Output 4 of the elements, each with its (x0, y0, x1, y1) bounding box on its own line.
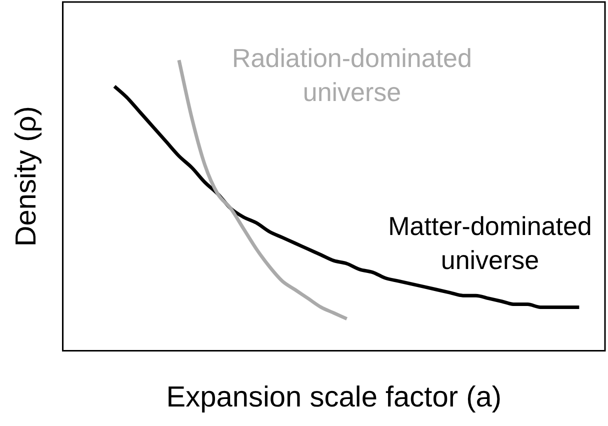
x-axis-title: Expansion scale factor (a) (166, 382, 502, 414)
series-label: Radiation-dominated universe (232, 43, 472, 108)
y-axis-title: Density (ρ) (10, 106, 42, 247)
series-label: Matter-dominated universe (388, 211, 592, 276)
